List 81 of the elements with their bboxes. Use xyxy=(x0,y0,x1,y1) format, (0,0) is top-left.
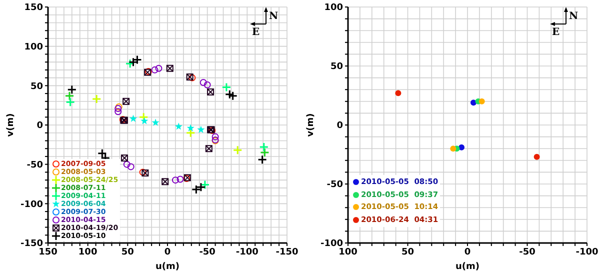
point xyxy=(122,98,130,105)
point xyxy=(139,168,146,176)
point xyxy=(222,82,232,92)
y-tick-label: -50 xyxy=(26,160,43,171)
x-tick-label: 0 xyxy=(164,247,171,258)
point xyxy=(92,94,102,104)
x-axis-title: u(m) xyxy=(455,262,480,271)
x-tick-label: 100 xyxy=(78,247,98,258)
point xyxy=(470,100,476,106)
point xyxy=(151,66,158,74)
y-tick-label: 50 xyxy=(330,62,343,72)
point xyxy=(207,88,214,96)
x-tick-label: 0 xyxy=(464,247,471,258)
y-tick-label: -100 xyxy=(320,239,343,250)
point xyxy=(260,148,270,158)
point xyxy=(191,184,201,194)
point xyxy=(67,84,77,94)
point xyxy=(176,176,184,183)
y-tick-label: 100 xyxy=(24,42,43,53)
y-tick-label: 50 xyxy=(30,82,43,92)
y-tick-label: -100 xyxy=(20,200,43,210)
x-tick-label: -150 xyxy=(276,247,298,258)
y-tick-label: -150 xyxy=(20,239,43,250)
x-tick-label: 100 xyxy=(338,247,358,258)
point xyxy=(450,146,456,152)
point xyxy=(142,169,149,176)
point xyxy=(120,154,128,162)
y-axis-title: v(m) xyxy=(6,113,16,137)
annotation: E xyxy=(552,27,560,38)
point xyxy=(66,97,76,107)
x-axis-title: u(m) xyxy=(155,262,180,271)
x-tick-label: 50 xyxy=(121,247,134,258)
y-axis-title: v(m) xyxy=(306,113,316,137)
y-tick-label: 0 xyxy=(336,121,343,132)
point xyxy=(186,74,194,81)
y-tick-label: 100 xyxy=(324,3,343,14)
x-tick-label: 150 xyxy=(38,247,58,258)
point xyxy=(155,64,162,72)
point xyxy=(188,74,196,82)
point xyxy=(123,160,130,168)
x-tick-label: -50 xyxy=(519,247,536,258)
point xyxy=(204,81,211,88)
point xyxy=(186,124,194,132)
point xyxy=(172,176,179,184)
point xyxy=(64,91,74,101)
x-tick-label: 50 xyxy=(401,247,414,258)
point xyxy=(395,90,402,96)
point xyxy=(186,128,196,138)
point xyxy=(197,126,205,133)
point xyxy=(174,122,182,130)
annotation: E xyxy=(252,27,260,38)
point xyxy=(114,108,122,116)
point xyxy=(196,182,206,192)
point xyxy=(228,91,238,101)
point xyxy=(534,154,540,160)
point xyxy=(200,180,210,190)
point xyxy=(162,178,169,186)
x-tick-label: -100 xyxy=(576,247,598,258)
point xyxy=(127,163,134,170)
point xyxy=(140,117,148,124)
point xyxy=(152,118,160,126)
point xyxy=(205,145,212,152)
point xyxy=(125,58,135,68)
x-tick-label: -100 xyxy=(236,247,258,258)
annotation: N xyxy=(269,11,278,22)
point xyxy=(259,142,269,152)
y-tick-label: -50 xyxy=(326,180,343,190)
point xyxy=(212,133,219,140)
point xyxy=(129,114,138,122)
point xyxy=(458,144,465,150)
point xyxy=(478,98,485,104)
annotation: N xyxy=(569,11,578,22)
y-tick-label: 150 xyxy=(24,3,43,14)
point xyxy=(166,64,174,72)
x-tick-label: -50 xyxy=(199,247,216,258)
point xyxy=(200,79,207,86)
point xyxy=(224,90,234,100)
point xyxy=(258,154,268,164)
point xyxy=(232,145,242,155)
point xyxy=(128,57,138,67)
y-tick-label: 0 xyxy=(36,121,43,132)
